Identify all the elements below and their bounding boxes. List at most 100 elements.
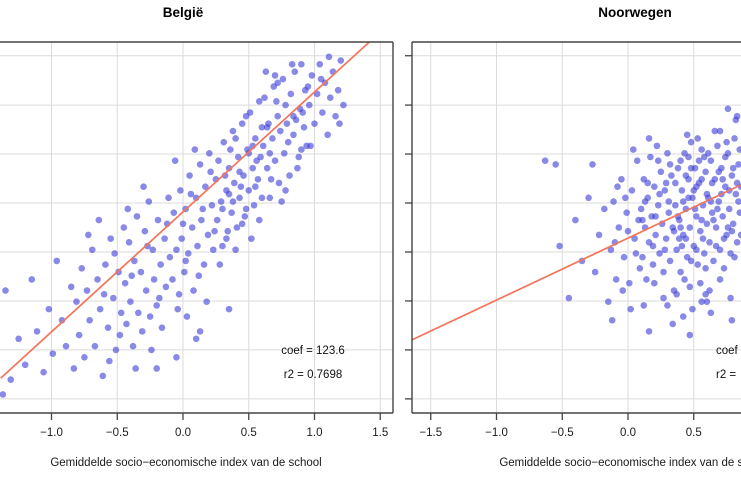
data-point	[232, 246, 239, 254]
data-point	[666, 161, 674, 168]
data-point	[234, 153, 242, 161]
data-point	[665, 198, 673, 205]
data-point	[259, 142, 267, 150]
data-point	[732, 190, 740, 198]
data-point	[28, 276, 36, 283]
data-point	[95, 216, 103, 224]
data-point	[720, 235, 728, 242]
data-point	[141, 227, 149, 235]
data-point	[107, 235, 114, 242]
data-point	[300, 124, 308, 131]
data-point	[702, 290, 709, 298]
x-axis-label-noorwegen: Gemiddelde socio−economische index van d…	[499, 457, 741, 469]
data-point	[83, 287, 91, 294]
data-point	[250, 201, 258, 209]
data-point	[209, 246, 217, 254]
data-point	[714, 142, 721, 150]
data-point	[631, 235, 638, 242]
data-point	[708, 209, 716, 216]
data-point	[677, 224, 684, 231]
data-point	[178, 235, 185, 242]
data-point	[334, 86, 342, 94]
data-point	[670, 227, 678, 235]
data-point	[591, 268, 599, 276]
data-point	[278, 198, 285, 205]
data-point	[134, 309, 142, 317]
data-point	[710, 257, 717, 265]
data-point	[685, 153, 692, 161]
data-point	[144, 242, 151, 250]
data-point	[62, 342, 70, 350]
data-point	[714, 205, 721, 213]
data-point	[274, 112, 281, 120]
data-point	[102, 261, 109, 268]
data-point	[651, 279, 658, 287]
data-point	[117, 309, 125, 317]
data-point	[283, 120, 291, 127]
data-point	[49, 350, 57, 357]
data-point	[188, 224, 196, 231]
x-tick-label: −1.0	[485, 427, 508, 439]
data-point	[238, 220, 246, 228]
data-point	[45, 305, 53, 313]
data-point	[694, 261, 701, 268]
data-point	[202, 183, 209, 190]
x-tick-label: −0.5	[550, 427, 574, 439]
data-point	[340, 101, 347, 109]
data-point	[675, 235, 683, 242]
data-point	[252, 183, 259, 190]
data-point	[719, 213, 726, 220]
data-point	[662, 235, 670, 242]
data-point	[237, 183, 245, 190]
data-point	[637, 205, 645, 213]
data-point	[145, 198, 153, 205]
data-point	[702, 168, 709, 176]
data-point	[138, 328, 146, 335]
panel-title-belgie: België	[162, 5, 204, 20]
data-point	[182, 257, 189, 265]
data-point	[618, 175, 625, 183]
data-point	[678, 242, 686, 250]
data-point	[224, 227, 232, 235]
data-point	[647, 153, 654, 161]
data-point	[211, 227, 218, 235]
data-point	[219, 242, 226, 250]
data-point	[78, 265, 86, 272]
data-point	[81, 354, 88, 361]
data-point	[100, 290, 108, 298]
data-point	[595, 231, 603, 239]
data-point	[664, 150, 671, 157]
data-point	[187, 190, 195, 198]
data-point	[628, 187, 636, 194]
data-point	[284, 138, 292, 146]
panel-title-noorwegen: Noorwegen	[598, 5, 672, 20]
data-point	[111, 250, 118, 257]
data-point	[154, 216, 162, 224]
data-point	[682, 235, 690, 242]
data-point	[674, 164, 682, 172]
data-point	[184, 250, 192, 257]
data-point	[227, 146, 234, 153]
data-point	[640, 302, 648, 309]
data-point	[140, 183, 147, 190]
data-point	[735, 161, 741, 168]
data-point	[707, 309, 715, 317]
data-point	[150, 276, 158, 283]
r2-annotation-belgie: r2 = 0.7698	[283, 369, 343, 381]
x-tick-label: −0.5	[105, 427, 129, 439]
data-point	[652, 213, 659, 220]
data-point	[175, 290, 183, 298]
data-point	[664, 302, 671, 309]
data-point	[698, 216, 705, 224]
data-point	[121, 279, 129, 287]
data-point	[636, 265, 644, 272]
data-point	[700, 250, 708, 257]
data-point	[673, 246, 680, 254]
data-point	[282, 187, 289, 194]
data-point	[622, 194, 629, 202]
data-point	[279, 75, 287, 83]
data-point	[683, 131, 691, 139]
data-point	[662, 179, 670, 187]
data-point	[716, 127, 724, 135]
data-point	[723, 138, 730, 146]
